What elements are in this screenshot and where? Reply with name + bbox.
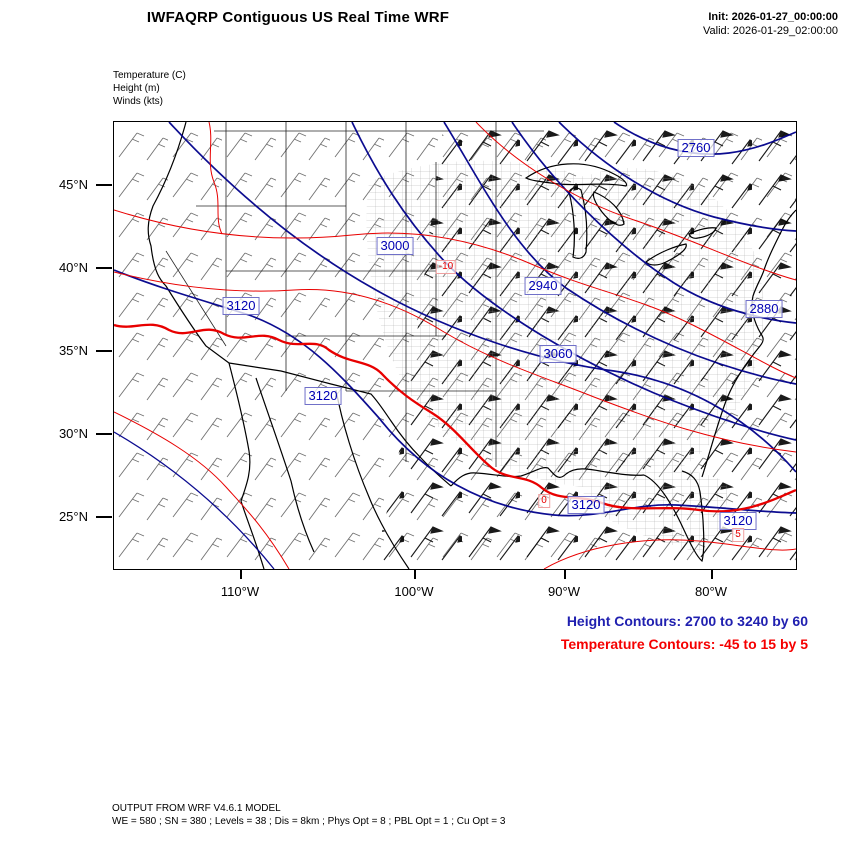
lat-label-40n: 40°N [58,260,88,275]
height-contours-caption: Height Contours: 2700 to 3240 by 60 [566,613,808,629]
lon-label-100w: 100°W [394,584,434,599]
height-contour-label: 3120 [222,297,260,315]
legend-temperature: Temperature (C) [113,70,186,81]
temp-contour-label: 0 [538,494,550,508]
footer-model-line: OUTPUT FROM WRF V4.6.1 MODEL [112,803,281,814]
lon-label-80w: 80°W [695,584,727,599]
lon-tick [564,569,566,579]
lon-tick [414,569,416,579]
lat-label-25n: 25°N [58,509,88,524]
height-contour-label: 3000 [376,237,414,255]
height-contour-label: 3120 [719,512,757,530]
temperature-contours-layer [114,122,796,569]
field-legend: Temperature (C) Height (m) Winds (kts) [113,69,186,108]
temp-contour-label: -10 [435,260,457,274]
height-contour-label: 2940 [524,277,562,295]
height-contour-label: 2760 [677,139,715,157]
valid-time: Valid: 2026-01-29_02:00:00 [703,25,838,37]
lon-label-110w: 110°W [220,584,260,599]
lat-tick [96,267,112,269]
height-contour-label: 3060 [539,345,577,363]
map-frame: 2760 3000 3120 2940 2880 3060 3120 3120 … [113,121,797,570]
lon-tick [240,569,242,579]
state-borders-layer [165,122,544,467]
legend-height: Height (m) [113,83,160,94]
lat-tick [96,184,112,186]
lon-label-90w: 90°W [548,584,580,599]
legend-winds: Winds (kts) [113,96,163,107]
init-time: Init: 2026-01-27_00:00:00 [708,11,838,23]
height-contour-label: 3120 [304,387,342,405]
height-contour-label: 3120 [567,496,605,514]
height-contour-label: 2880 [745,300,783,318]
temperature-contours-caption: Temperature Contours: -45 to 15 by 5 [560,636,808,652]
lat-tick [96,516,112,518]
model-footer: OUTPUT FROM WRF V4.6.1 MODEL WE = 580 ; … [112,802,505,828]
page-title: IWFAQRP Contiguous US Real Time WRF [146,9,450,26]
lon-tick [711,569,713,579]
map-plot [114,122,796,569]
lat-tick [96,433,112,435]
lat-label-45n: 45°N [58,177,88,192]
lat-label-30n: 30°N [58,426,88,441]
lat-label-35n: 35°N [58,343,88,358]
lat-tick [96,350,112,352]
temp-contour-label: 5 [732,528,744,542]
footer-config-line: WE = 580 ; SN = 380 ; Levels = 38 ; Dis … [112,816,506,827]
run-info: Init: 2026-01-27_00:00:00 Valid: 2026-01… [703,10,838,38]
